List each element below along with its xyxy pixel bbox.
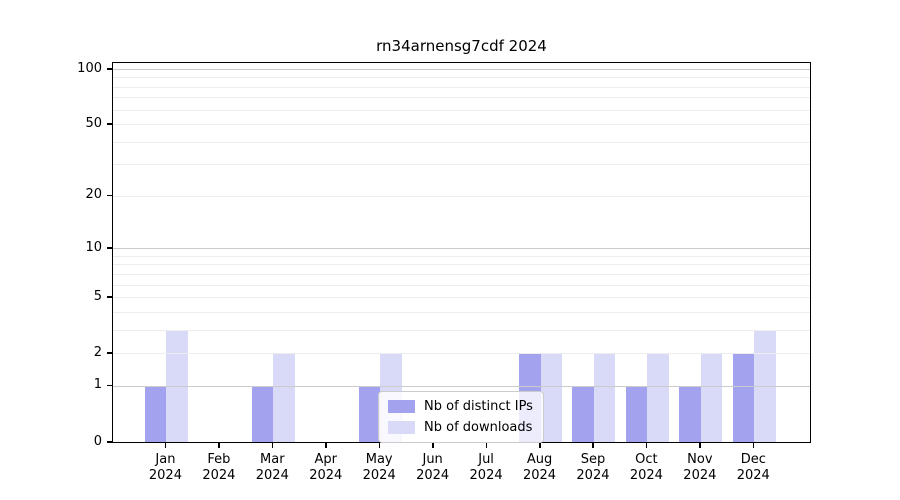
x-tick-label-month-5: Jun	[422, 452, 443, 467]
legend-swatch-distinct-ips	[388, 400, 415, 413]
gridline-major-100	[113, 69, 810, 70]
bar-distinct-ips-2	[251, 385, 274, 442]
x-tick-label-year-0: 2024	[148, 468, 182, 483]
bar-distinct-ips-8	[572, 385, 594, 442]
legend-swatch-downloads	[388, 421, 415, 434]
x-tick-label-month-7: Aug	[526, 452, 553, 467]
bar-distinct-ips-9	[625, 385, 648, 442]
gridline-minor-70	[113, 97, 810, 99]
chart-title: rn34arnensg7cdf 2024	[376, 37, 547, 55]
y-tick-20	[107, 194, 112, 197]
y-tick-50	[107, 123, 112, 125]
bar-downloads-10	[700, 353, 723, 442]
x-tick-label-year-7: 2024	[522, 468, 557, 483]
gridline-minor-90	[113, 77, 810, 79]
gridline-minor-40	[113, 141, 810, 143]
x-tick-label-month-2: Mar	[260, 452, 285, 467]
bar-downloads-9	[647, 353, 669, 442]
x-tick-label-year-10: 2024	[683, 468, 717, 483]
y-tick-2	[107, 352, 112, 354]
legend-label-downloads: Nb of downloads	[424, 420, 533, 435]
y-tick-label-100: 100	[77, 60, 102, 76]
x-tick-label-year-4: 2024	[362, 468, 396, 483]
y-tick-100	[107, 68, 112, 70]
gridline-minor-8	[113, 264, 810, 266]
x-tick-label-year-3: 2024	[309, 468, 343, 483]
x-tick-8	[592, 443, 594, 448]
x-tick-label-year-2: 2024	[255, 468, 289, 483]
gridline-major-1	[113, 385, 810, 387]
y-tick-label-1: 1	[93, 377, 102, 393]
x-tick-label-year-6: 2024	[469, 468, 503, 483]
y-tick-5	[107, 296, 112, 298]
x-tick-label-year-5: 2024	[416, 468, 450, 483]
legend-label-distinct-ips: Nb of distinct IPs	[424, 399, 533, 414]
bar-distinct-ips-0	[144, 385, 167, 442]
gridline-minor-60	[113, 109, 810, 111]
y-tick-1	[107, 384, 112, 387]
x-tick-label-month-9: Oct	[635, 452, 658, 467]
x-tick-1	[218, 443, 220, 448]
gridline-minor-5	[113, 297, 810, 299]
gridline-minor-3	[113, 329, 810, 331]
x-tick-label-month-10: Nov	[687, 452, 713, 467]
gridline-minor-80	[113, 86, 810, 88]
y-tick-label-2: 2	[93, 344, 102, 360]
x-tick-label-year-9: 2024	[629, 468, 663, 483]
y-tick-10	[107, 247, 112, 249]
x-tick-label-month-8: Sep	[580, 452, 606, 467]
y-tick-label-50: 50	[85, 115, 102, 131]
x-tick-5	[432, 443, 434, 448]
x-tick-7	[539, 443, 541, 448]
x-tick-11	[752, 443, 755, 448]
x-tick-6	[485, 443, 488, 448]
gridline-minor-2	[113, 353, 810, 355]
x-tick-label-year-8: 2024	[576, 468, 610, 483]
bar-downloads-7	[540, 353, 563, 442]
legend-item-downloads: Nb of downloads	[388, 419, 533, 436]
x-tick-label-month-6: Jul	[478, 452, 494, 467]
x-tick-label-month-3: Apr	[314, 452, 338, 467]
x-tick-2	[271, 443, 274, 448]
bar-distinct-ips-11	[732, 353, 755, 442]
x-tick-10	[699, 443, 701, 448]
gridline-minor-4	[113, 311, 810, 313]
x-tick-label-month-1: Feb	[207, 452, 231, 467]
legend: Nb of distinct IPs Nb of downloads	[378, 391, 544, 443]
x-tick-label-year-11: 2024	[736, 468, 770, 483]
gridline-minor-30	[113, 164, 810, 166]
x-tick-0	[164, 443, 167, 448]
gridline-minor-6	[113, 284, 810, 286]
y-tick-label-20: 20	[85, 187, 102, 203]
x-tick-label-month-4: May	[365, 452, 393, 467]
gridline-minor-20	[113, 195, 810, 197]
y-tick-0	[107, 441, 112, 443]
legend-item-distinct-ips: Nb of distinct IPs	[388, 398, 533, 415]
y-tick-label-5: 5	[93, 288, 102, 304]
y-tick-label-0: 0	[93, 433, 102, 449]
x-tick-3	[325, 443, 327, 448]
gridline-minor-7	[113, 273, 810, 275]
x-tick-label-month-11: Dec	[740, 452, 766, 467]
gridline-minor-50	[113, 124, 810, 126]
bar-distinct-ips-4	[358, 385, 381, 442]
gridline-major-10	[113, 248, 810, 250]
plot-area	[112, 62, 811, 443]
bar-distinct-ips-10	[679, 385, 701, 442]
x-tick-9	[645, 443, 648, 448]
bar-downloads-2	[273, 353, 295, 442]
x-tick-label-year-1: 2024	[202, 468, 236, 483]
x-tick-label-month-0: Jan	[155, 452, 176, 467]
x-tick-4	[378, 443, 381, 448]
y-tick-label-10: 10	[85, 239, 102, 255]
gridline-minor-9	[113, 255, 810, 257]
bar-downloads-8	[593, 353, 616, 442]
